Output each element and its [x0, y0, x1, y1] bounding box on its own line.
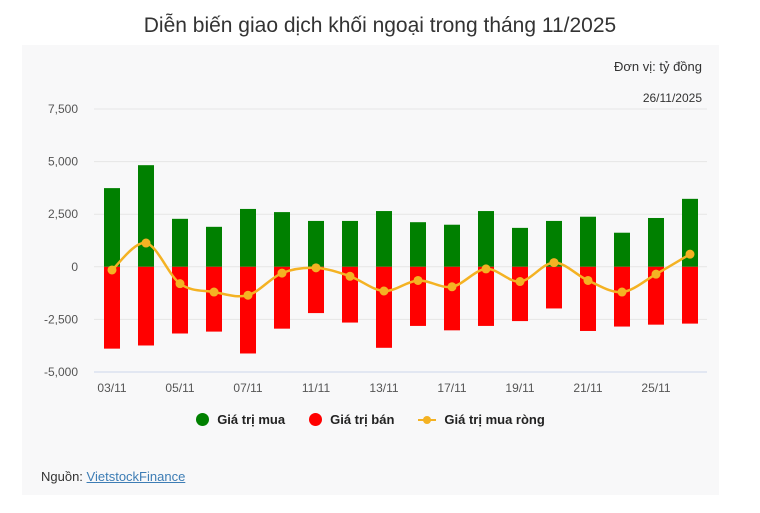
- buy-bar[interactable]: [410, 222, 426, 267]
- net-buy-point[interactable]: [209, 287, 219, 297]
- y-tick-label: 2,500: [48, 207, 78, 221]
- buy-bar[interactable]: [546, 220, 562, 267]
- net-buy-point[interactable]: [141, 238, 151, 248]
- net-buy-point[interactable]: [345, 271, 355, 281]
- x-tick-label: 17/11: [437, 381, 466, 395]
- sell-bar[interactable]: [240, 266, 256, 354]
- net-buy-point[interactable]: [243, 290, 253, 300]
- x-tick-label: 03/11: [97, 381, 126, 395]
- x-tick-label: 05/11: [165, 381, 194, 395]
- legend-dot-icon: [309, 413, 323, 426]
- y-tick-label: -2,500: [44, 312, 78, 326]
- y-tick-label: -5,000: [44, 365, 78, 379]
- x-tick-label: 19/11: [505, 381, 534, 395]
- chart-panel: Đơn vị: tỷ đồng 26/11/2025 7,500 5,000 2,5…: [22, 45, 719, 495]
- source-prefix: Nguồn:: [41, 469, 87, 484]
- legend-item[interactable]: Giá trị mua: [196, 412, 285, 427]
- sell-bar[interactable]: [138, 266, 154, 346]
- buy-bar[interactable]: [682, 198, 698, 267]
- legend: Giá trị mua Giá trị bán Giá trị mua ròng: [22, 412, 719, 427]
- legend-line-icon: [418, 413, 437, 426]
- buy-bar[interactable]: [308, 220, 324, 267]
- net-buy-point[interactable]: [651, 269, 661, 279]
- legend-item[interactable]: Giá trị mua ròng: [418, 412, 545, 427]
- y-tick-label: 7,500: [48, 102, 78, 116]
- sell-bar[interactable]: [478, 266, 494, 326]
- sell-bar[interactable]: [648, 266, 664, 325]
- buy-bar[interactable]: [172, 218, 188, 267]
- net-buy-line: [111, 241, 691, 298]
- legend-item[interactable]: Giá trị bán: [309, 412, 394, 427]
- sell-bar[interactable]: [206, 266, 222, 332]
- sell-bar[interactable]: [682, 266, 698, 324]
- sell-bar[interactable]: [444, 266, 460, 331]
- unit-label: Đơn vị: tỷ đồng: [613, 59, 702, 74]
- buy-bar[interactable]: [342, 220, 358, 267]
- sell-bar[interactable]: [376, 266, 392, 348]
- buy-bar[interactable]: [614, 232, 630, 267]
- buy-bar[interactable]: [376, 211, 392, 267]
- net-buy-point[interactable]: [549, 258, 559, 268]
- buy-bar[interactable]: [444, 224, 460, 267]
- buy-bar[interactable]: [580, 216, 596, 267]
- buy-bar[interactable]: [648, 217, 664, 267]
- sell-bar[interactable]: [342, 266, 358, 323]
- net-buy-point[interactable]: [617, 287, 627, 297]
- sell-bar[interactable]: [410, 266, 426, 326]
- net-buy-point[interactable]: [107, 265, 117, 275]
- net-buy-point[interactable]: [311, 263, 321, 273]
- sell-bar[interactable]: [104, 266, 120, 349]
- sell-bar[interactable]: [614, 266, 630, 327]
- x-tick-label: 25/11: [641, 381, 670, 395]
- legend-label: Giá trị mua: [217, 412, 286, 427]
- net-buy-point[interactable]: [481, 264, 491, 274]
- net-buy-point[interactable]: [379, 286, 389, 296]
- y-tick-label: 5,000: [48, 155, 78, 169]
- source-link[interactable]: VietstockFinance: [86, 469, 186, 484]
- buy-bar[interactable]: [478, 211, 494, 267]
- legend-label: Giá trị mua ròng: [444, 412, 545, 427]
- x-tick-label: 07/11: [233, 381, 262, 395]
- legend-dot-icon: [196, 413, 210, 426]
- x-tick-label: 21/11: [573, 381, 602, 395]
- date-label: 26/11/2025: [642, 91, 702, 105]
- buy-bar[interactable]: [240, 208, 256, 267]
- sell-bar[interactable]: [546, 266, 562, 309]
- buy-bar[interactable]: [512, 227, 528, 267]
- net-buy-point[interactable]: [277, 268, 287, 278]
- net-buy-point[interactable]: [583, 275, 593, 285]
- net-buy-point[interactable]: [515, 277, 525, 287]
- sell-bar[interactable]: [512, 266, 528, 322]
- buy-bar[interactable]: [104, 188, 120, 267]
- x-tick-label: 11/11: [302, 381, 331, 395]
- buy-bar[interactable]: [138, 165, 154, 267]
- plot-area: 7,500 5,000 2,500 0 -2,500 -5,000 03/11 05/11 07…: [44, 102, 707, 395]
- sell-bar[interactable]: [274, 266, 290, 329]
- chart-title: Diễn biến giao dịch khối ngoại trong thá…: [143, 14, 617, 37]
- net-buy-point[interactable]: [447, 282, 457, 292]
- buy-bar[interactable]: [274, 212, 290, 267]
- sell-bar[interactable]: [308, 266, 324, 314]
- net-buy-point[interactable]: [175, 279, 185, 289]
- net-buy-point[interactable]: [413, 275, 423, 285]
- source-note: Nguồn: VietstockFinance: [41, 469, 185, 484]
- net-buy-point[interactable]: [685, 249, 695, 259]
- y-tick-label: 0: [71, 260, 78, 274]
- legend-label: Giá trị bán: [330, 412, 395, 427]
- buy-bar[interactable]: [206, 226, 222, 267]
- x-tick-label: 13/11: [369, 381, 398, 395]
